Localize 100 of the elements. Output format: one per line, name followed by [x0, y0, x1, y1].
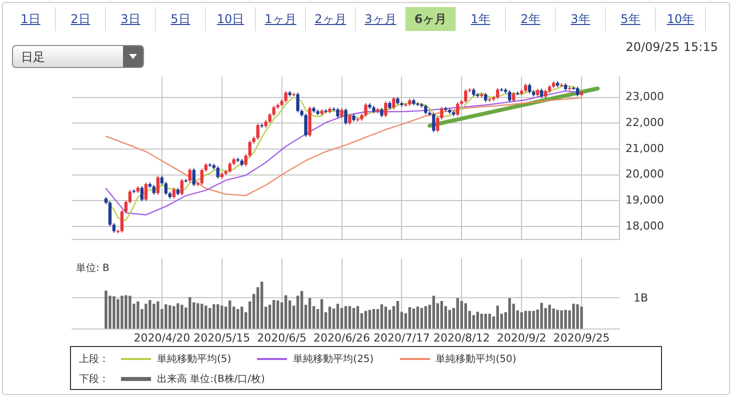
text: 1ヶ月	[256, 7, 306, 31]
text: 2日	[56, 7, 106, 31]
text: 20/09/25 15:15	[626, 40, 718, 54]
x-tick-label: 2020/6/5	[257, 331, 307, 344]
bar	[336, 304, 340, 329]
bar	[172, 306, 176, 329]
bar	[276, 300, 280, 329]
bar	[432, 296, 436, 329]
y-tick-label: 19,000	[626, 193, 664, 206]
bar	[116, 299, 120, 329]
bar	[380, 304, 384, 329]
bar	[372, 308, 376, 329]
x-tick-label: 2020/9/25	[553, 331, 610, 344]
y-tick-label: 18,000	[626, 219, 664, 232]
legend-label: 出来高 単位:(B株/口/枚)	[157, 372, 265, 386]
legend-title: 下段：	[79, 372, 109, 386]
bar	[156, 301, 160, 329]
bar	[420, 308, 424, 329]
bar	[408, 307, 412, 329]
bar	[220, 306, 224, 329]
bar	[572, 304, 575, 329]
bar	[384, 306, 388, 329]
bar	[164, 304, 168, 329]
legend-label: 単純移動平均(50)	[436, 352, 516, 366]
bar	[472, 315, 475, 329]
bar	[200, 304, 204, 329]
text: 5年	[606, 7, 656, 31]
bar	[340, 308, 344, 329]
bar	[440, 300, 444, 329]
bar	[424, 306, 428, 329]
bar	[352, 308, 356, 329]
bar	[488, 314, 491, 329]
bar	[532, 310, 535, 329]
bar	[308, 298, 312, 329]
text: 5日	[156, 7, 206, 31]
bar	[456, 298, 460, 329]
bar	[120, 296, 124, 329]
text: 単位: B	[76, 262, 110, 274]
bar	[580, 306, 583, 329]
bar	[388, 310, 392, 329]
text: 3日	[106, 7, 156, 31]
legend-label: 単純移動平均(5)	[157, 352, 232, 366]
bar	[136, 301, 140, 329]
bar	[284, 295, 288, 329]
y-tick-label: 21,000	[626, 142, 664, 155]
bar	[128, 296, 132, 329]
bar	[496, 306, 499, 329]
text: 2ヶ月	[306, 7, 356, 31]
bar	[396, 300, 400, 329]
bar	[364, 310, 368, 329]
bar	[480, 314, 483, 329]
text: 10日	[206, 7, 256, 31]
y-tick-label: 22,000	[626, 116, 664, 129]
bar	[556, 310, 559, 329]
bar	[228, 300, 232, 329]
y-tick-label: 23,000	[626, 90, 664, 104]
bar	[148, 300, 152, 329]
bar	[216, 304, 220, 329]
legend-label: 単純移動平均(25)	[293, 352, 374, 366]
bar	[204, 306, 208, 329]
bar	[356, 306, 360, 329]
text: 6ヶ月	[406, 7, 456, 31]
bar	[508, 298, 511, 329]
bar	[368, 310, 372, 329]
x-tick-label: 2020/9/2	[496, 331, 546, 344]
bar	[104, 290, 108, 329]
bar	[112, 296, 116, 329]
text: 1年	[456, 7, 506, 31]
bar	[260, 282, 264, 329]
bar	[180, 304, 184, 329]
bar	[208, 308, 212, 329]
x-tick-label: 2020/4/20	[134, 331, 190, 344]
x-tick-label: 2020/6/26	[314, 331, 370, 344]
bar	[528, 310, 531, 329]
bar	[236, 308, 240, 329]
text: 1日	[6, 7, 56, 31]
bar	[376, 308, 380, 329]
bar	[212, 304, 216, 329]
y-tick-label: 20,000	[626, 168, 664, 181]
bar	[576, 304, 579, 329]
text: 10年	[656, 7, 706, 31]
bar	[540, 302, 543, 329]
bar	[124, 295, 128, 329]
bar	[152, 304, 156, 329]
bar	[240, 306, 244, 329]
bar	[272, 300, 276, 329]
bar	[552, 308, 555, 329]
bar	[300, 291, 304, 329]
text: 3年	[556, 7, 606, 31]
bar	[328, 306, 332, 329]
text: 3ヶ月	[356, 7, 406, 31]
bar	[548, 304, 551, 329]
bar	[196, 303, 200, 329]
bar	[484, 314, 487, 329]
bar	[144, 304, 148, 329]
bar	[176, 303, 180, 329]
legend-title: 上段：	[79, 352, 109, 366]
ref-line-label: 1B	[634, 292, 648, 305]
bar	[460, 300, 464, 329]
x-tick-label: 2020/7/17	[374, 331, 430, 344]
